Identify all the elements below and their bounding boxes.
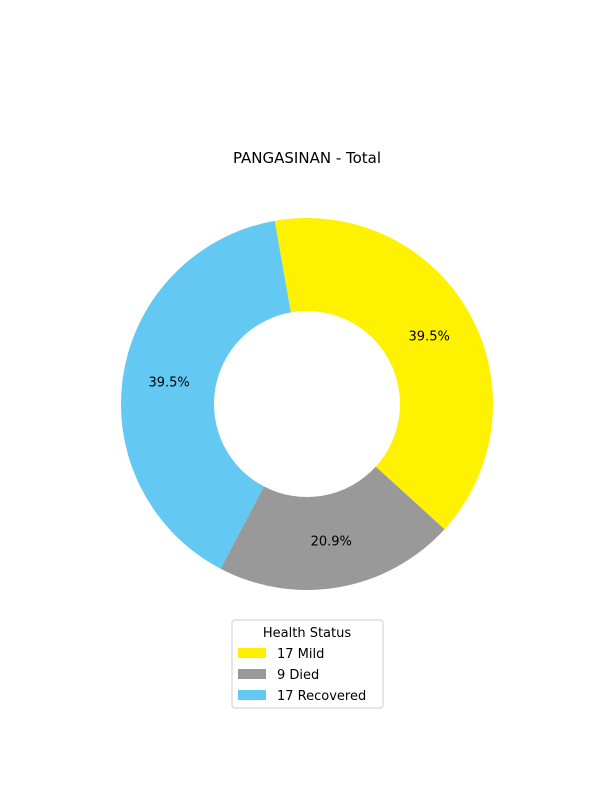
legend-label: 17 Mild	[277, 647, 324, 662]
legend-swatch	[238, 690, 266, 700]
donut-slices	[120, 218, 493, 590]
donut-slice	[120, 220, 291, 569]
legend-title: Health Status	[263, 626, 351, 641]
legend-items: 17 Mild 9 Died 17 Recovered	[238, 647, 366, 704]
donut-slice	[220, 466, 445, 590]
donut-slice	[274, 218, 493, 530]
percent-labels: 39.5% 20.9% 39.5%	[148, 330, 449, 550]
chart-title: PANGASINAN - Total	[233, 149, 381, 167]
legend-swatch	[238, 648, 266, 658]
legend: Health Status 17 Mild 9 Died 17 Recovered	[231, 619, 384, 709]
legend-swatch	[238, 669, 266, 679]
legend-label: 17 Recovered	[277, 689, 366, 704]
percent-label: 39.5%	[148, 376, 189, 391]
legend-frame	[231, 619, 384, 709]
percent-label: 39.5%	[409, 330, 450, 345]
legend-label: 9 Died	[277, 668, 319, 683]
percent-label: 20.9%	[311, 534, 352, 549]
